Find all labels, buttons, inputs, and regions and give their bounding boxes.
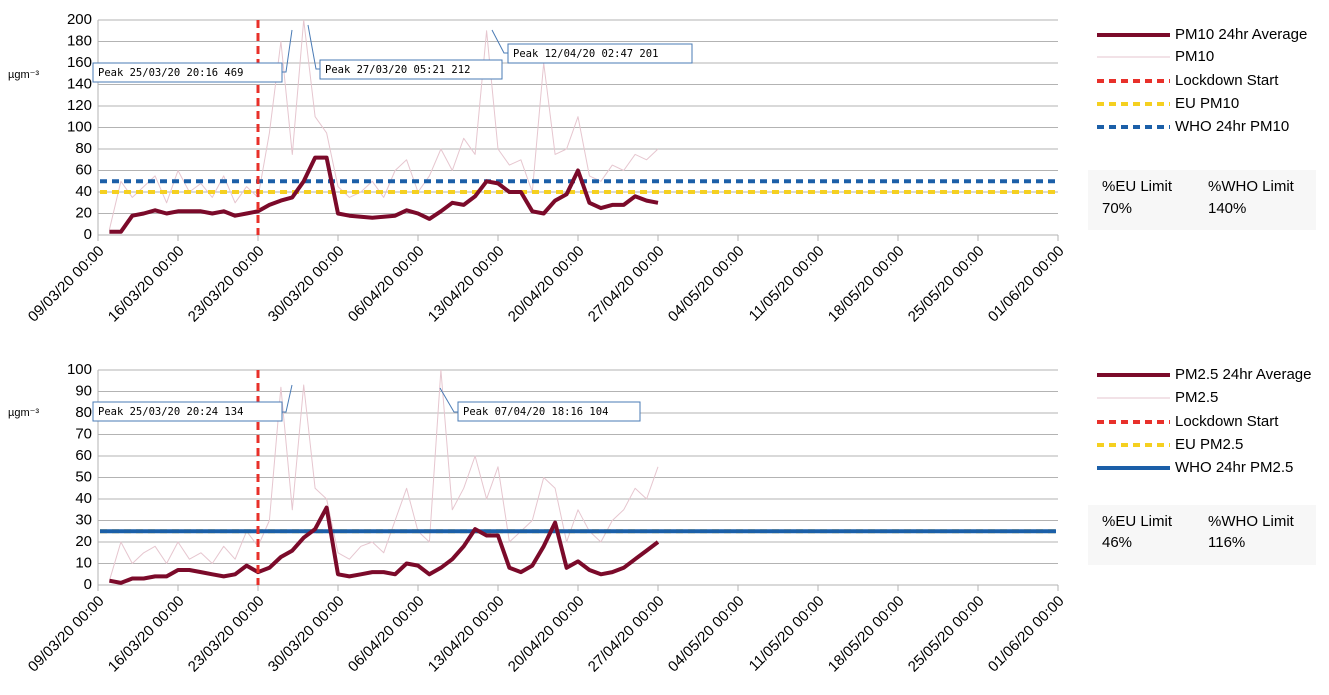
x-tick-label: 04/05/20 00:00 bbox=[665, 593, 748, 676]
legend-label: Lockdown Start bbox=[1175, 413, 1279, 430]
stat-label: %WHO Limit bbox=[1208, 513, 1295, 530]
stat-label: %EU Limit bbox=[1102, 178, 1173, 195]
x-tick-label: 01/06/20 00:00 bbox=[985, 593, 1068, 676]
legend-label: WHO 24hr PM2.5 bbox=[1175, 459, 1293, 476]
x-tick-label: 16/03/20 00:00 bbox=[105, 243, 188, 326]
stats-box bbox=[1088, 170, 1316, 230]
x-tick-label: 09/03/20 00:00 bbox=[25, 593, 108, 676]
data-line bbox=[108, 20, 659, 230]
legend-label: EU PM2.5 bbox=[1175, 436, 1243, 453]
annotation-leader bbox=[282, 29, 293, 73]
y-axis-label: µgm⁻³ bbox=[8, 69, 39, 81]
stat-value: 46% bbox=[1102, 534, 1132, 551]
x-tick-label: 11/05/20 00:00 bbox=[746, 243, 828, 325]
x-tick-label: 13/04/20 00:00 bbox=[425, 593, 508, 676]
stat-value: 116% bbox=[1208, 534, 1245, 551]
y-tick-label: 60 bbox=[75, 447, 92, 464]
y-tick-label: 100 bbox=[67, 118, 92, 135]
annotation-box bbox=[507, 43, 693, 64]
x-tick-label: 27/04/20 00:00 bbox=[585, 243, 668, 326]
x-tick-label: 23/03/20 00:00 bbox=[185, 593, 268, 676]
x-tick-label: 06/04/20 00:00 bbox=[345, 243, 428, 326]
y-tick-label: 20 bbox=[75, 533, 92, 550]
data-line bbox=[109, 505, 660, 585]
y-tick-label: 180 bbox=[67, 32, 92, 49]
y-tick-label: 80 bbox=[75, 404, 92, 421]
legend-label: WHO 24hr PM10 bbox=[1175, 118, 1289, 135]
annotation: Peak 27/03/20 05:21 212 bbox=[325, 64, 470, 76]
stat-label: %EU Limit bbox=[1102, 513, 1173, 530]
y-tick-label: 40 bbox=[75, 183, 92, 200]
y-tick-label: 50 bbox=[75, 468, 92, 485]
y-axis-label: µgm⁻³ bbox=[8, 407, 39, 419]
legend-label: PM2.5 24hr Average bbox=[1175, 366, 1311, 383]
x-tick-label: 27/04/20 00:00 bbox=[585, 593, 668, 676]
y-tick-label: 40 bbox=[75, 490, 92, 507]
x-tick-label: 18/05/20 00:00 bbox=[825, 243, 908, 326]
x-tick-label: 20/04/20 00:00 bbox=[505, 243, 588, 326]
y-tick-label: 80 bbox=[75, 140, 92, 157]
stat-value: 70% bbox=[1102, 200, 1132, 217]
y-tick-label: 30 bbox=[75, 511, 92, 528]
legend-label: PM10 24hr Average bbox=[1175, 26, 1307, 43]
legend-label: PM2.5 bbox=[1175, 389, 1218, 406]
y-tick-label: 10 bbox=[75, 554, 92, 571]
legend-label: EU PM10 bbox=[1175, 95, 1239, 112]
annotation: Peak 07/04/20 18:16 104 bbox=[463, 406, 608, 418]
x-tick-label: 16/03/20 00:00 bbox=[105, 593, 188, 676]
annotation: Peak 25/03/20 20:24 134 bbox=[98, 406, 243, 418]
x-tick-label: 18/05/20 00:00 bbox=[825, 593, 908, 676]
annotation-box bbox=[319, 59, 503, 80]
annotation: Peak 25/03/20 20:16 469 bbox=[98, 67, 243, 79]
y-tick-label: 140 bbox=[67, 75, 92, 92]
y-tick-label: 60 bbox=[75, 161, 92, 178]
annotation: Peak 12/04/20 02:47 201 bbox=[513, 48, 658, 60]
y-tick-label: 70 bbox=[75, 425, 92, 442]
stat-label: %WHO Limit bbox=[1208, 178, 1295, 195]
x-tick-label: 04/05/20 00:00 bbox=[665, 243, 748, 326]
x-tick-label: 25/05/20 00:00 bbox=[905, 593, 988, 676]
annotation-leader bbox=[282, 384, 293, 413]
y-tick-label: 160 bbox=[67, 54, 92, 71]
annotation-leader bbox=[307, 24, 320, 70]
stat-value: 140% bbox=[1208, 200, 1246, 217]
y-tick-label: 120 bbox=[67, 97, 92, 114]
y-tick-label: 200 bbox=[67, 11, 92, 28]
annotation-leader bbox=[491, 29, 508, 54]
annotation-box bbox=[92, 401, 283, 422]
x-tick-label: 06/04/20 00:00 bbox=[345, 593, 428, 676]
x-tick-label: 11/05/20 00:00 bbox=[746, 593, 828, 675]
data-line bbox=[108, 370, 659, 581]
legend-label: Lockdown Start bbox=[1175, 72, 1279, 89]
annotation-leader bbox=[439, 387, 458, 413]
x-tick-label: 30/03/20 00:00 bbox=[265, 243, 348, 326]
y-tick-label: 0 bbox=[84, 226, 92, 243]
stats-box bbox=[1088, 505, 1316, 565]
y-tick-label: 20 bbox=[75, 204, 92, 221]
x-tick-label: 09/03/20 00:00 bbox=[25, 243, 108, 326]
x-tick-label: 13/04/20 00:00 bbox=[425, 243, 508, 326]
annotation-box bbox=[457, 401, 641, 422]
x-tick-label: 30/03/20 00:00 bbox=[265, 593, 348, 676]
data-line bbox=[109, 155, 659, 234]
x-tick-label: 01/06/20 00:00 bbox=[985, 243, 1068, 326]
x-tick-label: 20/04/20 00:00 bbox=[505, 593, 588, 676]
x-tick-label: 25/05/20 00:00 bbox=[905, 243, 988, 326]
annotation-box bbox=[92, 62, 283, 83]
y-tick-label: 0 bbox=[84, 576, 92, 593]
x-tick-label: 23/03/20 00:00 bbox=[185, 243, 268, 326]
y-tick-label: 100 bbox=[67, 361, 92, 378]
legend-label: PM10 bbox=[1175, 48, 1214, 65]
y-tick-label: 90 bbox=[75, 382, 92, 399]
